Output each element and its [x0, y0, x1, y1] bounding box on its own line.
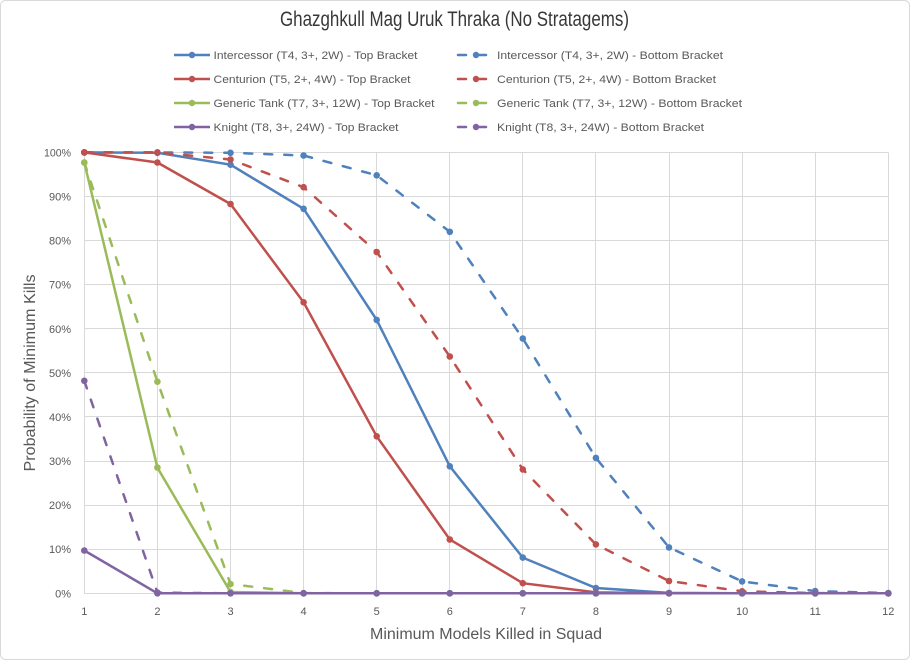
- svg-text:7: 7: [520, 606, 526, 618]
- svg-text:10%: 10%: [49, 544, 71, 556]
- svg-text:60%: 60%: [49, 324, 71, 336]
- svg-text:Centurion (T5, 2+, 4W) - Botto: Centurion (T5, 2+, 4W) - Bottom Bracket: [497, 74, 716, 86]
- svg-text:100%: 100%: [44, 147, 71, 159]
- svg-text:0%: 0%: [55, 588, 71, 600]
- svg-text:8: 8: [593, 606, 599, 618]
- svg-text:10: 10: [736, 606, 748, 618]
- svg-text:6: 6: [447, 606, 453, 618]
- svg-text:1: 1: [81, 606, 87, 618]
- svg-text:70%: 70%: [49, 280, 71, 292]
- svg-text:Knight (T8, 3+, 24W) - Bottom: Knight (T8, 3+, 24W) - Bottom Bracket: [497, 122, 704, 134]
- svg-text:Generic Tank (T7, 3+, 12W) - T: Generic Tank (T7, 3+, 12W) - Top Bracket: [214, 98, 435, 110]
- svg-text:4: 4: [301, 606, 307, 618]
- svg-text:30%: 30%: [49, 456, 71, 468]
- svg-text:80%: 80%: [49, 236, 71, 248]
- svg-text:50%: 50%: [49, 368, 71, 380]
- svg-text:Centurion (T5, 2+, 4W) - Top B: Centurion (T5, 2+, 4W) - Top Bracket: [214, 74, 411, 86]
- svg-text:2: 2: [154, 606, 160, 618]
- svg-text:90%: 90%: [49, 192, 71, 204]
- svg-text:5: 5: [374, 606, 380, 618]
- svg-text:Intercessor (T4, 3+, 2W) - Bot: Intercessor (T4, 3+, 2W) - Bottom Bracke…: [497, 50, 723, 62]
- svg-text:40%: 40%: [49, 412, 71, 424]
- svg-text:Intercessor (T4, 3+, 2W) - Top: Intercessor (T4, 3+, 2W) - Top Bracket: [214, 50, 418, 62]
- svg-text:9: 9: [666, 606, 672, 618]
- svg-text:Minimum Models Killed in Squad: Minimum Models Killed in Squad: [370, 626, 602, 643]
- svg-text:Ghazghkull Mag Uruk Thraka (No: Ghazghkull Mag Uruk Thraka (No Stratagem…: [280, 8, 629, 31]
- svg-text:Knight (T8, 3+, 24W) - Top Bra: Knight (T8, 3+, 24W) - Top Bracket: [214, 122, 399, 134]
- svg-text:11: 11: [809, 606, 820, 618]
- svg-text:Generic Tank (T7, 3+, 12W) - B: Generic Tank (T7, 3+, 12W) - Bottom Brac…: [497, 98, 742, 110]
- svg-text:12: 12: [882, 606, 894, 618]
- svg-text:20%: 20%: [49, 500, 71, 512]
- svg-text:Probability of Minimum Kills: Probability of Minimum Kills: [22, 274, 39, 471]
- svg-text:3: 3: [227, 606, 233, 618]
